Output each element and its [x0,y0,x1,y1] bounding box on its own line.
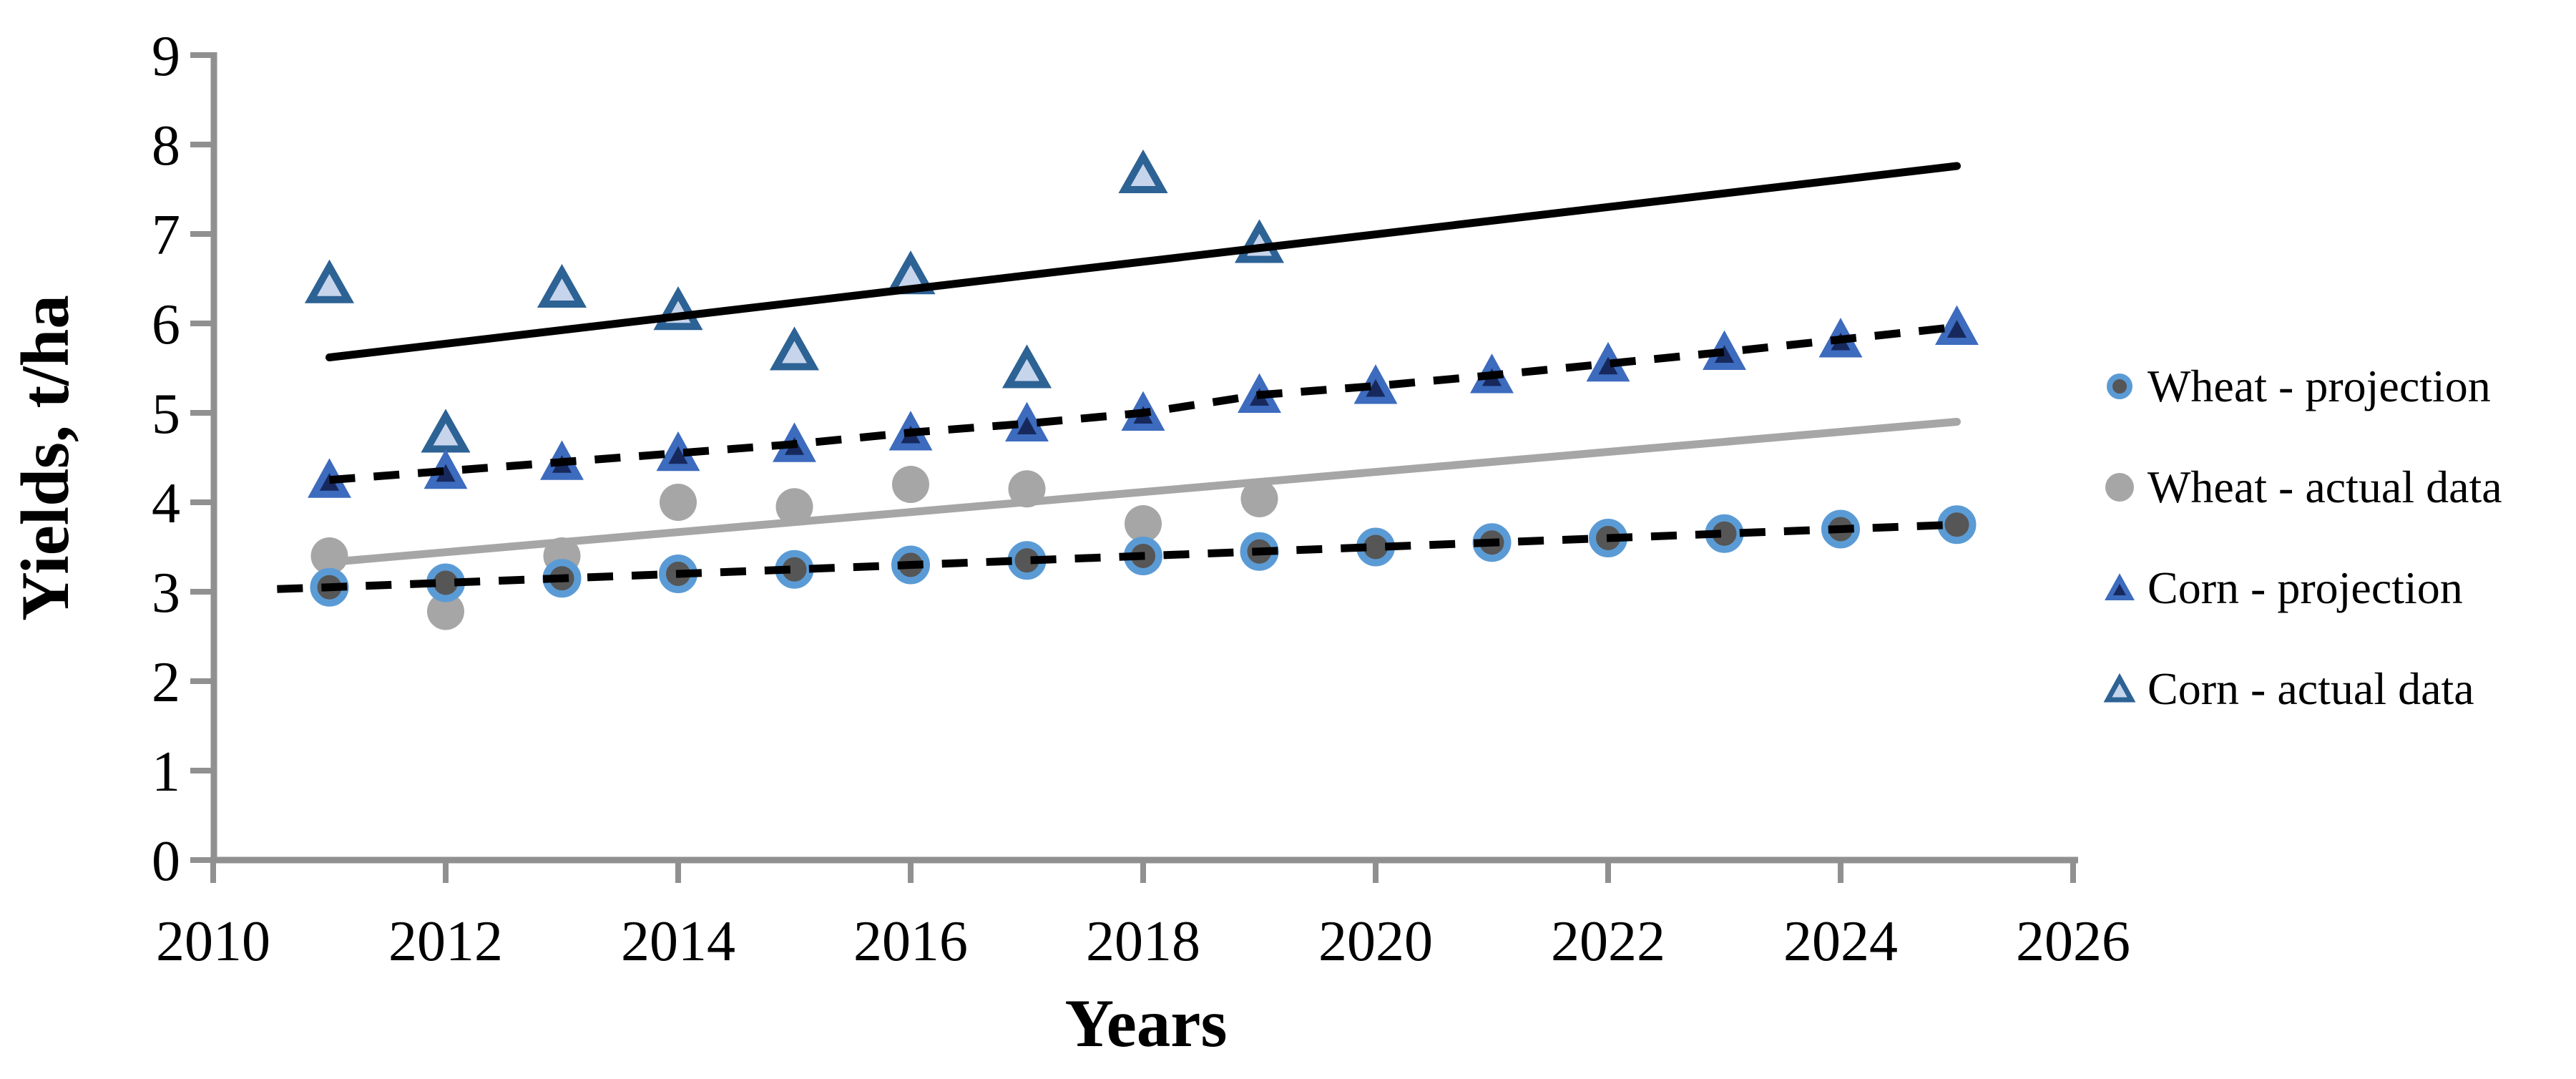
legend-item-label: Corn - projection [2148,562,2463,613]
y-tick-label: 3 [152,562,180,625]
wheat-actual-point [775,488,813,526]
legend-item: Corn - actual data [2103,663,2474,714]
x-tick-label: 2016 [853,910,968,973]
y-axis-title: Yields, t/ha [7,295,83,621]
x-tick-label: 2024 [1783,910,1898,973]
wheat-trend-line [325,418,1961,567]
corn-projection-dashed-line [329,323,1958,484]
y-tick-label: 8 [152,114,180,177]
x-tick-label: 2018 [1086,910,1200,973]
corn-actual-point [1001,344,1052,389]
corn-projection-point [1005,401,1049,441]
x-tick-label: 2012 [388,910,503,973]
corn-actual-point [537,263,587,308]
legend-item: Wheat - projection [2107,361,2491,411]
wheat-actual-point [1240,480,1278,517]
y-tick-label: 4 [152,472,180,535]
legend-item-label: Corn - actual data [2148,663,2474,714]
legend-item: Corn - projection [2105,562,2463,613]
corn-actual-point [1118,149,1168,193]
wheat-projection-dashed-line [277,520,1957,593]
legend-item-label: Wheat - actual data [2148,462,2502,512]
y-tick-label: 9 [152,25,180,88]
wheat-actual-point [1125,505,1162,542]
x-tick-label: 2022 [1551,910,1665,973]
x-tick-label: 2020 [1318,910,1433,973]
corn-actual-point [304,259,355,303]
trend-lines [325,162,1961,567]
y-tick-label: 6 [152,293,180,356]
wheat-actual-point [660,484,697,521]
x-axis-title: Years [1065,985,1228,1061]
corn-trend-line [325,162,1961,361]
legend: Wheat - projection Wheat - actual data Cor… [2103,361,2502,714]
axes: 0 1 2 3 4 5 6 7 8 9 2010 2012 2014 2016 2018 2020 2022 20… [152,25,2130,973]
x-tick-label: 2026 [2016,910,2130,973]
legend-marker-triangle-icon [2105,573,2135,600]
wheat-projection-point [1937,505,1977,545]
y-tick-label: 7 [152,204,180,267]
x-tick-label: 2010 [156,910,270,973]
legend-marker-circle-icon [2107,374,2132,399]
corn-projection-point [1935,305,1979,345]
y-tick-label: 5 [152,383,180,446]
y-tick-label: 2 [152,651,180,714]
wheat-actual-point [427,592,464,630]
y-tick-label: 1 [152,741,180,804]
legend-marker-triangle-icon [2103,673,2136,703]
wheat-actual-point [892,466,929,503]
legend-marker-circle-icon [2105,473,2134,502]
corn-actual-point [769,326,820,371]
y-tick-label: 0 [152,830,180,893]
projection-dashed-lines [277,323,1958,593]
corn-actual-point [421,409,471,453]
x-tick-label: 2014 [621,910,735,973]
legend-item: Wheat - actual data [2105,462,2502,512]
legend-item-label: Wheat - projection [2148,361,2491,411]
